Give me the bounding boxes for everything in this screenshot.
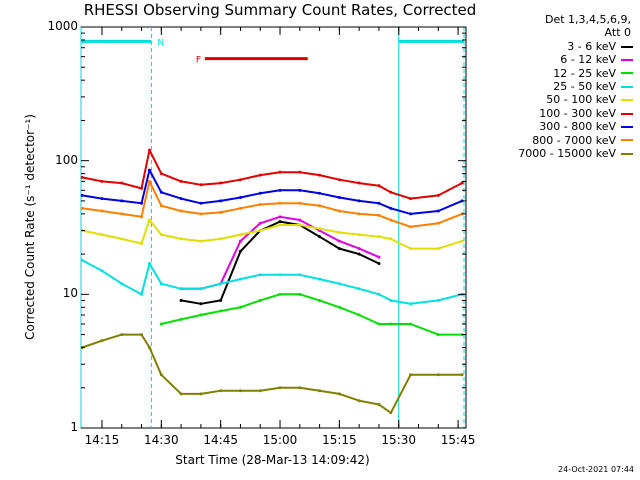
legend-swatch [621,45,633,48]
series-layer [80,148,464,415]
legend-entry-label: 25 - 50 keV [553,80,616,94]
legend-swatch [621,58,633,61]
legend-entry: 6 - 12 keV [478,53,633,66]
legend-swatch [621,152,633,155]
legend-entry-label: 3 - 6 keV [567,39,616,53]
x-tick-label: 15:30 [381,433,417,447]
legend-swatch [621,139,633,142]
tick-layer [81,26,466,429]
legend-header-attenuator: Att 0 [604,26,631,40]
series-line [81,333,462,414]
series-line [161,293,462,336]
legend-entry: 100 - 300 keV [478,107,633,120]
flag-label: N [157,38,164,48]
legend-entry-label: 100 - 300 keV [539,106,616,120]
legend-swatch [621,85,633,88]
x-tick-label: 14:45 [203,433,238,447]
series-line [82,219,463,250]
series-line [181,215,380,290]
legend-entry: 12 - 25 keV [478,67,633,80]
legend-swatch [621,125,633,128]
legend-entry: 300 - 800 keV [478,120,633,133]
series-line [81,259,463,305]
legend-entry-label: 6 - 12 keV [560,53,616,67]
series-line [180,220,380,305]
legend-swatch [621,72,633,75]
y-tick-label: 1000 [47,19,78,33]
legend-entry: 3 - 6 keV [478,40,633,53]
legend-entry: 50 - 100 keV [478,93,633,106]
flag-label: F [196,56,201,66]
legend-entry: 7000 - 15000 keV [478,147,633,160]
legend-header-detectors: Det 1,3,4,5,6,9, [544,13,631,26]
series-line [82,169,463,215]
legend-entry: 25 - 50 keV [478,80,633,93]
legend-entry-label: 7000 - 15000 keV [518,147,616,161]
x-tick-label: 14:15 [84,433,120,447]
legend-entry-label: 50 - 100 keV [546,93,616,107]
generation-timestamp: 24-Oct-2021 07:44 [558,465,634,474]
legend-swatch [621,112,633,115]
series-line [82,180,463,228]
x-tick-label: 15:15 [322,433,357,447]
y-tick-label: 10 [62,286,78,301]
legend-entry: 800 - 7000 keV [478,134,633,147]
x-axis-label: Start Time (28-Mar-13 14:09:42) [175,453,370,467]
x-tick-label: 15:45 [440,433,476,447]
legend: Det 1,3,4,5,6,9, Att 0 3 - 6 keV 6 - 12 k… [478,13,633,160]
y-tick-label: 100 [55,152,78,167]
legend-swatch [621,99,633,102]
legend-entry-label: 12 - 25 keV [553,66,616,80]
legend-entries: 3 - 6 keV 6 - 12 keV 12 - 25 keV 25 - 50 ke… [478,40,633,161]
y-tick-label: 1 [70,420,78,434]
x-tick-label: 14:30 [144,433,179,447]
chart-title: RHESSI Observing Summary Count Rates, Co… [83,1,477,19]
legend-entry-label: 300 - 800 keV [539,120,616,134]
legend-entry-label: 800 - 7000 keV [532,133,616,147]
series-line [82,149,463,200]
annotation-layer: NF [80,27,465,428]
x-tick-label: 15:00 [262,433,298,447]
y-axis-label: Corrected Count Rate (s⁻¹ detector⁻¹) [23,114,37,340]
